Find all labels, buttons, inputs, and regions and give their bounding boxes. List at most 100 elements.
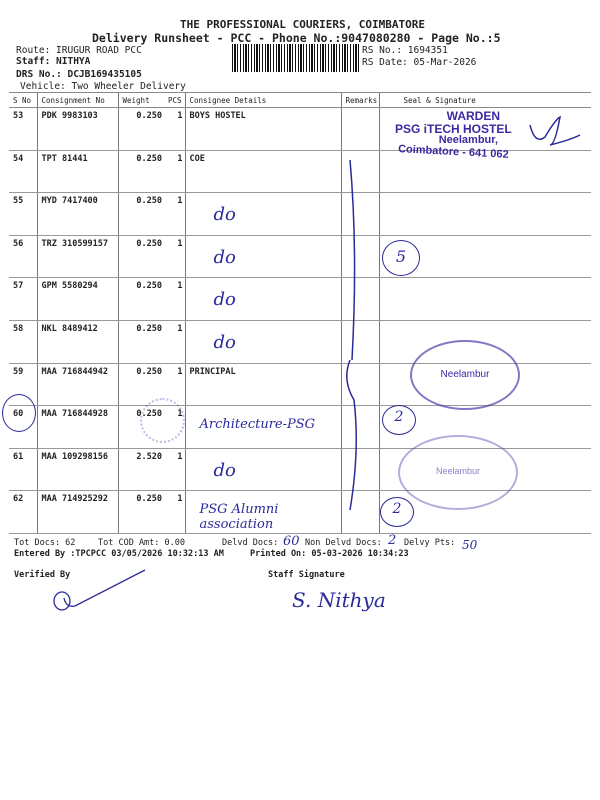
remarks	[340, 107, 379, 151]
pcs: 1	[168, 150, 185, 194]
col-consignment: Consignment No	[36, 92, 118, 108]
staff: Staff: NITHYA	[16, 56, 91, 67]
col-consignee: Consignee Details	[184, 92, 341, 108]
remarks	[340, 405, 379, 449]
consignment-no: MAA 716844942	[36, 363, 118, 407]
table-row: 55 MYD 7417400 0.250 1 do	[9, 192, 591, 236]
remark-count: 5	[395, 247, 407, 266]
consignment-no: TRZ 310599157	[36, 235, 118, 279]
consignment-no: MAA 109298156	[36, 448, 118, 492]
row-sno: 56	[9, 235, 37, 279]
company-title: THE PROFESSIONAL COURIERS, COIMBATORE	[180, 18, 426, 31]
stamp-text: Neelambur	[440, 369, 490, 380]
consignee-details: do	[184, 320, 341, 364]
table-row: 62 MAA 714925292 0.250 1 PSG Alumni associat…	[9, 490, 591, 534]
handwritten-consignee: do	[213, 204, 236, 226]
weight: 0.250	[117, 490, 168, 534]
consignee-details: BOYS HOSTEL	[184, 107, 341, 151]
vehicle: Vehicle: Two Wheeler Delivery	[20, 81, 186, 92]
warden-stamp: WARDEN PSG iTECH HOSTEL Neelambur, Coimb…	[395, 109, 512, 161]
circle-mark: 2	[380, 497, 414, 527]
table-row: 57 GPM 5580294 0.250 1 do	[9, 277, 591, 321]
total-cod: Tot COD Amt: 0.00	[98, 538, 185, 548]
verifier-signature	[53, 569, 146, 611]
staff-signature: S. Nithya	[292, 588, 386, 612]
col-remarks: Remarks	[340, 92, 379, 108]
handwritten-consignee: do	[213, 246, 236, 268]
weight: 0.250	[117, 235, 168, 279]
drs-number: DRS No.: DCJB169435105	[16, 69, 142, 80]
col-pcs: PCS	[168, 92, 185, 108]
signature-mark	[529, 115, 581, 146]
seal-signature	[378, 192, 591, 236]
row-sno: 57	[9, 277, 37, 321]
pcs: 1	[168, 235, 185, 279]
neelambur-stamp-2: Neelambur	[398, 435, 518, 510]
handwritten-consignee: do	[213, 289, 236, 311]
col-seal: Seal & Signature	[378, 92, 591, 108]
col-weight: Weight	[117, 92, 168, 108]
stamp-line: PSG iTECH HOSTEL	[395, 121, 512, 136]
staff-signature-label: Staff Signature	[268, 570, 345, 580]
weight: 2.520	[117, 448, 168, 492]
delivery-points-value: 50	[462, 538, 478, 552]
row-sno: 58	[9, 320, 37, 364]
row-sno: 53	[9, 107, 37, 151]
remarks	[340, 320, 379, 364]
weight: 0.250	[117, 363, 168, 407]
seal-signature	[378, 150, 591, 194]
row-sno: 62	[9, 490, 37, 534]
pcs: 1	[168, 192, 185, 236]
non-delivered-value: 2	[388, 533, 397, 548]
rs-date: RS Date: 05-Mar-2026	[362, 57, 477, 68]
circle-mark: 5	[382, 240, 420, 276]
bracket-mark	[346, 159, 357, 511]
consignment-no: GPM 5580294	[36, 277, 118, 321]
rs-number: RS No.: 1694351	[362, 45, 448, 56]
printed-on: Printed On: 05-03-2026 10:34:23	[250, 549, 409, 559]
consignment-no: MAA 714925292	[36, 490, 118, 534]
consignment-no: MYD 7417400	[36, 192, 118, 236]
delivery-points-label: Delvy Pts:	[404, 538, 456, 548]
verified-by-label: Verified By	[14, 570, 71, 580]
circle-mark	[2, 394, 36, 432]
stamp-text: Neelambur	[435, 466, 481, 476]
table-row: 56 TRZ 310599157 0.250 1 do	[9, 235, 591, 279]
pcs: 1	[168, 107, 185, 151]
circle-mark: 2	[382, 405, 416, 435]
pcs: 1	[168, 277, 185, 321]
delivered-docs-label: Delvd Docs:	[222, 538, 279, 548]
weight: 0.250	[117, 320, 168, 364]
consignee-details: do	[184, 192, 341, 236]
weight: 0.250	[117, 107, 168, 151]
remarks	[340, 150, 379, 194]
seal-signature	[378, 277, 591, 321]
table-row: 53 PDK 9983103 0.250 1 BOYS HOSTEL	[9, 107, 591, 151]
weight: 0.250	[117, 150, 168, 194]
weight: 0.250	[117, 192, 168, 236]
neelambur-stamp: Neelambur	[410, 340, 520, 410]
consignee-details: Architecture-PSG	[184, 405, 341, 449]
remark-count: 2	[392, 501, 402, 517]
runsheet-table: S No Consignment No Weight PCS Consignee…	[9, 92, 591, 534]
pcs: 1	[168, 448, 185, 492]
pcs: 1	[168, 490, 185, 534]
handwritten-consignee: do	[213, 459, 236, 481]
stamp-line: WARDEN	[446, 109, 501, 123]
consignment-no: PDK 9983103	[36, 107, 118, 151]
row-sno: 54	[9, 150, 37, 194]
remarks	[340, 277, 379, 321]
non-delivered-label: Non Delvd Docs:	[305, 538, 382, 548]
faint-stamp	[140, 398, 185, 443]
total-docs: Tot Docs: 62	[14, 538, 76, 548]
delivered-docs-value: 60	[283, 534, 300, 549]
consignee-details: do	[184, 235, 341, 279]
barcode	[232, 44, 360, 72]
remarks	[340, 448, 379, 492]
handwritten-consignee: PSG Alumni association	[199, 502, 279, 533]
consignee-details: COE	[184, 150, 341, 194]
stamp-line: Neelambur,	[438, 134, 498, 147]
table-row: 60 MAA 716844928 0.250 1 Architecture-PSG	[9, 405, 591, 449]
handwritten-consignee: do	[213, 331, 236, 353]
col-sno: S No	[9, 92, 37, 108]
